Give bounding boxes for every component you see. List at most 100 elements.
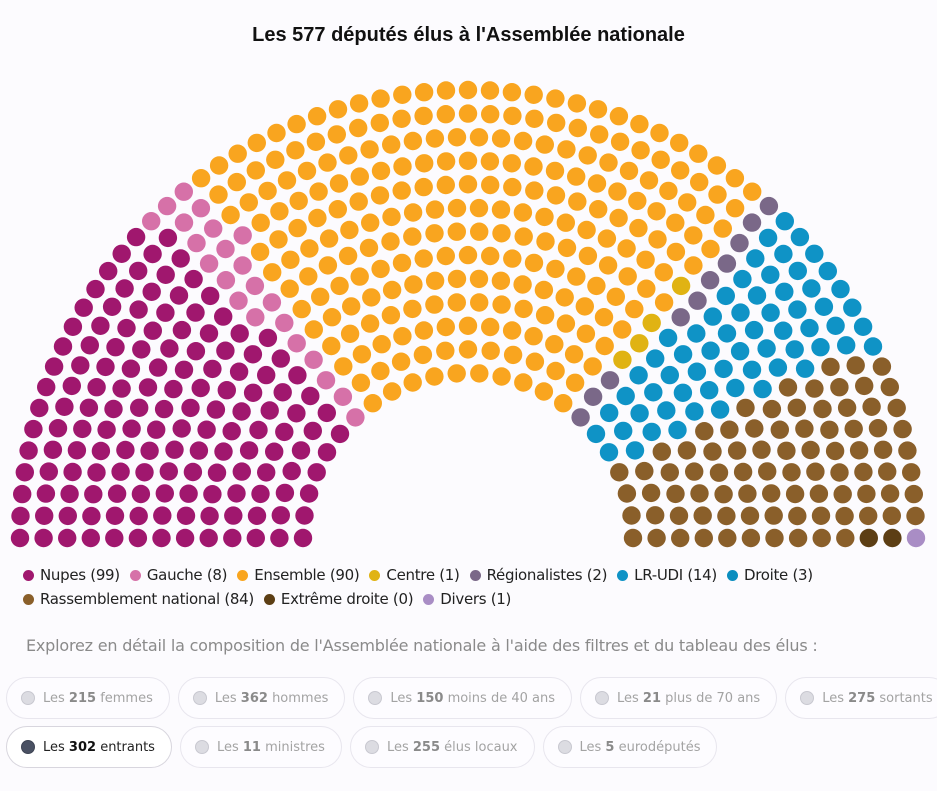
seat-dot[interactable] [413, 345, 433, 365]
seat-dot[interactable] [458, 151, 478, 170]
seat-dot[interactable] [594, 308, 614, 327]
seat-dot[interactable] [671, 161, 690, 180]
seat-dot[interactable] [642, 422, 661, 442]
seat-dot[interactable] [204, 219, 223, 238]
seat-dot[interactable] [805, 379, 824, 398]
seat-dot[interactable] [360, 140, 379, 159]
seat-dot[interactable] [811, 506, 831, 525]
seat-dot[interactable] [762, 484, 781, 503]
seat-dot[interactable] [758, 228, 778, 248]
seat-dot[interactable] [63, 462, 82, 482]
seat-dot[interactable] [821, 357, 840, 377]
seat-dot[interactable] [578, 246, 598, 266]
seat-dot[interactable] [346, 408, 365, 427]
seat-dot[interactable] [209, 185, 228, 204]
seat-dot[interactable] [132, 340, 151, 359]
seat-dot[interactable] [590, 125, 609, 144]
seat-dot[interactable] [289, 191, 308, 211]
seat-dot[interactable] [329, 174, 349, 193]
seat-dot[interactable] [878, 462, 897, 481]
seat-dot[interactable] [165, 440, 184, 459]
seat-dot[interactable] [270, 528, 289, 548]
seat-dot[interactable] [117, 318, 136, 338]
seat-dot[interactable] [148, 358, 168, 377]
seat-dot[interactable] [613, 350, 632, 369]
seat-dot[interactable] [172, 419, 191, 438]
seat-dot[interactable] [556, 314, 576, 333]
seat-dot[interactable] [363, 394, 382, 413]
seat-dot[interactable] [102, 297, 122, 316]
seat-dot[interactable] [646, 349, 665, 368]
seat-dot[interactable] [112, 379, 131, 398]
seat-dot[interactable] [382, 207, 401, 227]
seat-dot[interactable] [536, 232, 555, 251]
seat-dot[interactable] [414, 321, 434, 340]
seat-dot[interactable] [223, 528, 242, 548]
seat-dot[interactable] [535, 306, 555, 325]
seat-dot[interactable] [695, 422, 714, 441]
seat-dot[interactable] [716, 286, 735, 306]
seat-dot[interactable] [741, 528, 761, 548]
seat-dot[interactable] [567, 94, 587, 113]
seat-dot[interactable] [91, 441, 111, 461]
seat-dot[interactable] [229, 291, 248, 310]
seat-dot[interactable] [258, 181, 277, 201]
seat-dot[interactable] [503, 177, 522, 197]
seat-dot[interactable] [567, 267, 586, 286]
seat-dot[interactable] [513, 131, 533, 151]
seat-dot[interactable] [503, 345, 523, 365]
seat-dot[interactable] [436, 105, 455, 124]
seat-dot[interactable] [414, 177, 433, 197]
seat-dot[interactable] [436, 246, 455, 266]
seat-dot[interactable] [287, 334, 306, 353]
seat-dot[interactable] [260, 401, 279, 420]
radio-icon[interactable] [368, 691, 383, 705]
seat-dot[interactable] [334, 357, 353, 376]
seat-dot[interactable] [600, 371, 620, 390]
seat-dot[interactable] [790, 227, 810, 247]
seat-dot[interactable] [342, 297, 361, 316]
seat-dot[interactable] [403, 373, 422, 392]
seat-dot[interactable] [514, 299, 533, 319]
seat-dot[interactable] [251, 213, 270, 232]
seat-dot[interactable] [578, 146, 597, 165]
filter-pill[interactable]: Les 362 hommes [177, 677, 346, 719]
seat-dot[interactable] [207, 463, 227, 482]
seat-dot[interactable] [317, 443, 337, 462]
seat-dot[interactable] [436, 317, 455, 337]
seat-dot[interactable] [247, 506, 267, 525]
seat-dot[interactable] [597, 229, 617, 248]
seat-dot[interactable] [630, 334, 649, 353]
seat-dot[interactable] [812, 528, 831, 548]
seat-dot[interactable] [630, 404, 649, 423]
seat-dot[interactable] [648, 230, 667, 249]
seat-dot[interactable] [216, 239, 235, 259]
seat-dot[interactable] [184, 269, 203, 289]
seat-dot[interactable] [425, 295, 444, 314]
seat-dot[interactable] [742, 213, 762, 232]
seat-dot[interactable] [307, 107, 327, 126]
seat-dot[interactable] [795, 359, 815, 378]
seat-dot[interactable] [425, 367, 444, 386]
seat-dot[interactable] [902, 463, 921, 482]
seat-dot[interactable] [609, 107, 629, 126]
seat-dot[interactable] [703, 307, 722, 326]
seat-dot[interactable] [684, 226, 703, 245]
seat-dot[interactable] [224, 506, 243, 525]
seat-dot[interactable] [266, 150, 285, 169]
seat-dot[interactable] [80, 336, 100, 355]
seat-dot[interactable] [249, 420, 268, 440]
seat-dot[interactable] [299, 484, 319, 503]
seat-dot[interactable] [339, 146, 358, 165]
seat-dot[interactable] [608, 182, 627, 201]
seat-dot[interactable] [44, 357, 64, 376]
seat-dot[interactable] [458, 245, 478, 265]
seat-dot[interactable] [673, 383, 693, 402]
seat-dot[interactable] [703, 442, 722, 461]
seat-dot[interactable] [546, 361, 565, 381]
seat-dot[interactable] [48, 419, 68, 438]
seat-dot[interactable] [600, 403, 619, 423]
seat-dot[interactable] [281, 250, 300, 269]
seat-dot[interactable] [186, 342, 206, 361]
seat-dot[interactable] [447, 128, 467, 147]
